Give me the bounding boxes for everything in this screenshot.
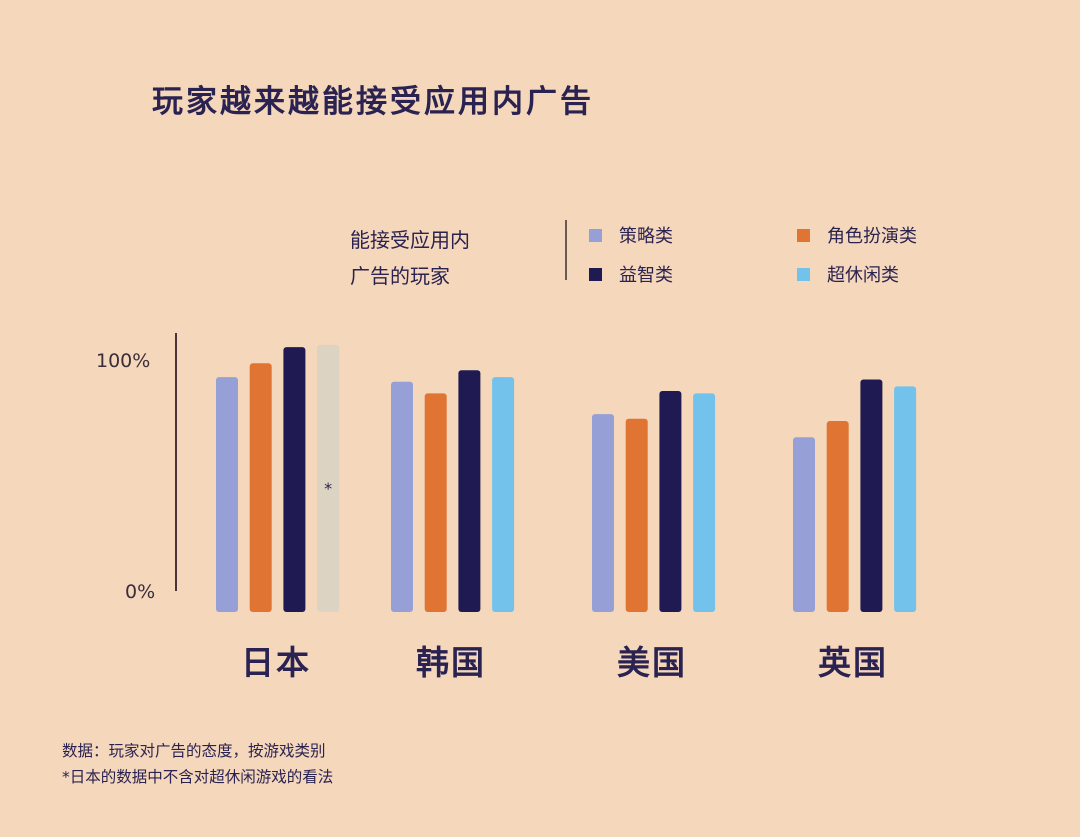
legend-label: 益智类 xyxy=(619,265,673,286)
legend-item-strategy: 策略类 xyxy=(589,222,673,248)
legend-swatch xyxy=(797,267,810,281)
bar xyxy=(492,377,515,612)
legend-swatch xyxy=(797,228,810,242)
x-label-korea: 韩国 xyxy=(416,643,486,682)
legend-item-puzzle: 益智类 xyxy=(589,261,673,287)
legend-item-hypercasual: 超休闲类 xyxy=(797,261,899,287)
bar xyxy=(659,391,682,612)
x-label-usa: 美国 xyxy=(617,643,687,682)
chart-title: 玩家越来越能接受应用内广告 xyxy=(152,84,594,120)
bar xyxy=(826,421,849,612)
bar xyxy=(592,414,614,612)
y-axis xyxy=(175,333,177,591)
legend-label: 角色扮演类 xyxy=(827,226,917,247)
bar xyxy=(391,381,413,612)
bar xyxy=(860,379,883,612)
bar xyxy=(216,377,238,612)
source-note: 数据：玩家对广告的态度，按游戏类别 xyxy=(62,742,326,760)
bar-missing xyxy=(317,344,340,612)
legend-label: 策略类 xyxy=(619,226,673,247)
bar xyxy=(693,393,716,612)
y-tick-100: 100% xyxy=(96,350,151,372)
bar xyxy=(249,363,272,612)
bar xyxy=(625,418,648,612)
legend-title: 能接受应用内 广告的玩家 xyxy=(350,222,470,294)
bar xyxy=(458,370,481,612)
bar xyxy=(793,437,815,612)
legend-swatch xyxy=(589,267,602,281)
legend-item-rpg: 角色扮演类 xyxy=(797,222,917,248)
legend-title-line-1: 能接受应用内 xyxy=(350,228,470,252)
x-label-uk: 英国 xyxy=(818,643,888,682)
y-tick-0: 0% xyxy=(125,581,156,603)
bar xyxy=(894,386,917,612)
bar xyxy=(283,347,306,612)
footnote: *日本的数据中不含对超休闲游戏的看法 xyxy=(62,768,334,786)
x-label-japan: 日本 xyxy=(241,643,311,682)
missing-data-marker: * xyxy=(324,479,332,498)
legend-swatch xyxy=(589,228,602,242)
legend-label: 超休闲类 xyxy=(827,265,899,286)
bar xyxy=(424,393,447,612)
legend-divider xyxy=(565,220,567,280)
legend-title-line-2: 广告的玩家 xyxy=(350,264,450,288)
